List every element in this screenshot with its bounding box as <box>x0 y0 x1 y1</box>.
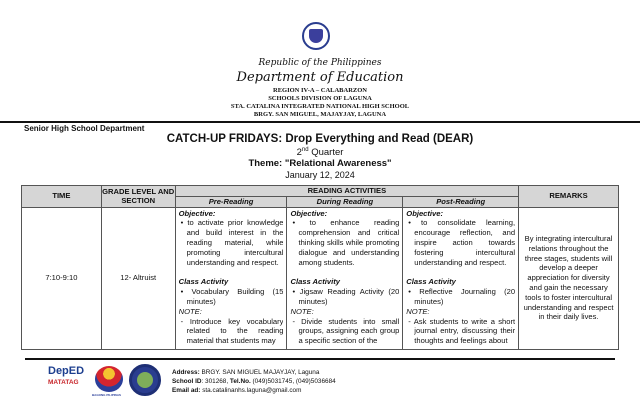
class-activity-label: Class Activity <box>290 277 340 287</box>
during-reading-cell: Objective: • to enhance reading comprehe… <box>286 206 404 350</box>
class-activity-label: Class Activity <box>178 277 229 287</box>
footer-divider <box>25 358 615 360</box>
note-label: NOTE: <box>406 306 430 316</box>
class-activity-text: • Vocabulary Building (15 minutes) <box>180 287 284 306</box>
note-label: NOTE: <box>290 306 314 316</box>
objective-text: • to activate prior knowledge and build … <box>180 218 284 267</box>
address-value: BRGY. SAN MIGUEL MAJAYJAY, Laguna <box>199 369 320 376</box>
pre-reading-cell: Objective: • to activate prior knowledge… <box>174 206 288 350</box>
email-value: sta.catalinanhs.laguna@gmail.com <box>200 387 302 394</box>
header-post-reading: Post-Reading <box>402 195 520 208</box>
bagong-pilipinas-logo <box>95 366 123 392</box>
header-remarks: REMARKS <box>518 185 619 208</box>
objective-text: • to consolidate learning, encourage ref… <box>408 218 516 267</box>
header-during-reading: During Reading <box>286 195 404 208</box>
quarter-label: 2nd Quarter <box>0 147 640 158</box>
class-activity-text: • Jigsaw Reading Activity (20 minutes) <box>292 287 400 306</box>
date-label: January 12, 2024 <box>285 170 355 180</box>
note-text: - Introduce key vocabulary related to th… <box>180 316 284 346</box>
quarter-word: Quarter <box>308 147 344 159</box>
objective-label: Objective: <box>178 208 216 218</box>
deped-matatag-logo: DepED MATATAG <box>48 365 84 399</box>
header-reading-activities: READING ACTIVITIES <box>174 185 520 197</box>
school-id-label: School ID <box>172 378 202 385</box>
note-text: - Divide students into small groups, ass… <box>292 316 400 346</box>
school-seal-logo <box>129 364 161 396</box>
table-row: 7:10-9:10 12- Altruist Objective: • to a… <box>21 206 619 350</box>
school-address-label: BRGY. SAN MIGUEL, MAJAYJAY, LAGUNA <box>253 111 387 118</box>
class-activity-label: Class Activity <box>406 277 456 287</box>
header-grade: GRADE LEVEL AND SECTION <box>100 185 176 208</box>
school-label: STA. CATALINA INTEGRATED NATIONAL HIGH S… <box>230 103 410 110</box>
document-title: CATCH-UP FRIDAYS: Drop Everything and Re… <box>166 133 474 145</box>
objective-label: Objective: <box>290 208 328 218</box>
tel-value: (049)5031745, (049)5036684 <box>250 378 336 385</box>
quarter-suffix: nd <box>301 147 309 153</box>
department-name: Senior High School Department <box>24 124 145 133</box>
school-id-value: : 301268, <box>201 378 230 385</box>
department-label: Department of Education <box>236 70 404 85</box>
deped-seal-logo <box>302 22 330 50</box>
header-pre-reading: Pre-Reading <box>174 195 288 208</box>
grade-cell: 12- Altruist <box>100 206 176 350</box>
address-label: Address: <box>172 369 200 376</box>
footer-contact: Address: BRGY. SAN MIGUEL MAJAYJAY, Lagu… <box>172 368 336 395</box>
objective-text: • to enhance reading comprehension and c… <box>292 218 400 267</box>
matatag-logo-text: MATATAG <box>48 379 79 386</box>
theme-label: Theme: "Relational Awareness" <box>248 158 392 169</box>
post-reading-cell: Objective: • to consolidate learning, en… <box>402 206 520 350</box>
remarks-cell: By integrating intercultural relations t… <box>518 206 619 350</box>
email-label: Email ad: <box>172 387 201 394</box>
deped-logo-text: DepED <box>48 365 85 377</box>
objective-label: Objective: <box>406 208 444 218</box>
class-activity-text: • Reflective Journaling (20 minutes) <box>408 287 516 306</box>
header-time: TIME <box>21 185 102 208</box>
quarter-number: 2 <box>296 147 302 159</box>
reading-activities-table: TIME GRADE LEVEL AND SECTION READING ACT… <box>21 185 619 350</box>
header-divider <box>0 121 640 123</box>
division-label: SCHOOLS DIVISION OF LAGUNA <box>268 95 372 102</box>
note-text: - Ask students to write a short journal … <box>408 316 516 346</box>
region-label: REGION IV-A – CALABARZON <box>273 87 367 94</box>
tel-label: Tel.No. <box>229 378 251 385</box>
bagong-pilipinas-text: BAGONG PILIPINAS <box>92 393 122 397</box>
time-cell: 7:10-9:10 <box>21 206 102 350</box>
republic-label: Republic of the Philippines <box>258 58 382 68</box>
note-label: NOTE: <box>178 306 202 316</box>
